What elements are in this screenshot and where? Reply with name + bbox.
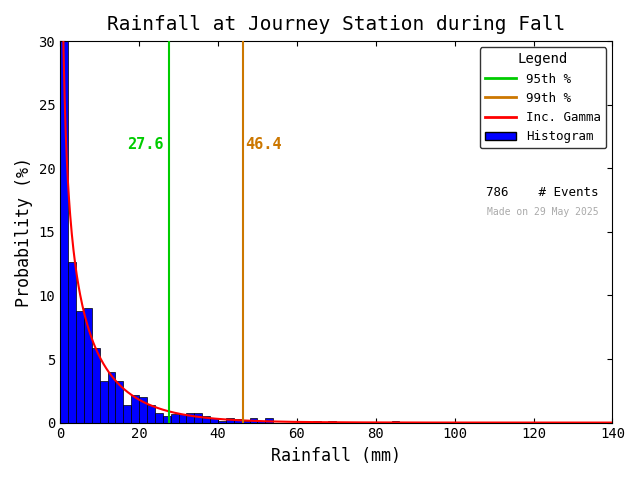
Bar [186,413,195,422]
Bar [226,418,234,422]
Bar [250,418,257,422]
Bar [171,415,179,422]
Bar [124,405,131,422]
Bar [163,416,171,422]
Bar [195,413,202,422]
Bar [92,348,100,422]
Bar [242,421,250,422]
Bar [218,421,226,422]
Bar [131,395,139,422]
Bar [179,415,186,422]
X-axis label: Rainfall (mm): Rainfall (mm) [271,447,401,465]
Text: 786    # Events: 786 # Events [486,186,598,199]
Bar [202,416,210,422]
Bar [139,396,147,422]
Bar [328,421,336,422]
Bar [147,405,155,422]
Text: 46.4: 46.4 [245,137,282,152]
Bar [266,418,273,422]
Text: 27.6: 27.6 [127,137,163,152]
Legend: 95th %, 99th %, Inc. Gamma, Histogram: 95th %, 99th %, Inc. Gamma, Histogram [480,48,606,148]
Bar [115,381,124,422]
Bar [392,421,399,422]
Bar [108,372,115,422]
Bar [68,263,76,422]
Y-axis label: Probability (%): Probability (%) [15,157,33,307]
Bar [210,418,218,422]
Bar [60,0,68,422]
Bar [312,421,321,422]
Bar [257,421,266,422]
Bar [100,381,108,422]
Title: Rainfall at Journey Station during Fall: Rainfall at Journey Station during Fall [107,15,565,34]
Text: Made on 29 May 2025: Made on 29 May 2025 [487,207,598,217]
Bar [155,413,163,422]
Bar [234,420,242,422]
Bar [76,311,84,422]
Bar [84,308,92,422]
